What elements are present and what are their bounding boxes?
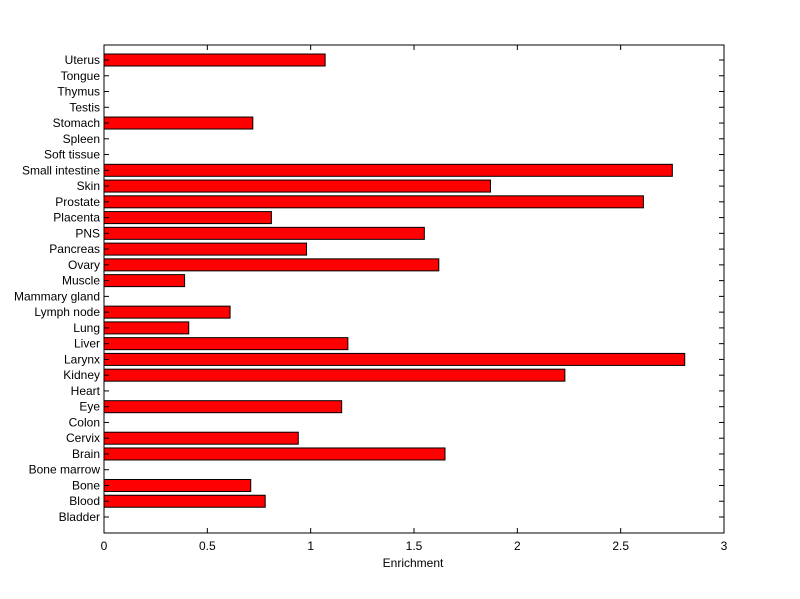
xtick-label: 0.5 (199, 539, 216, 553)
ytick-label-mammary-gland: Mammary gland (14, 289, 100, 303)
bar-lung (103, 321, 190, 335)
bar-liver (103, 337, 349, 351)
ytick-label-testis: Testis (69, 100, 100, 114)
bar-brain (103, 447, 446, 461)
ytick-label-spleen: Spleen (63, 132, 100, 146)
xtick-label: 1 (307, 539, 314, 553)
bar-prostate (103, 195, 644, 209)
ytick-label-pancreas: Pancreas (49, 242, 100, 256)
bar-pns (103, 226, 425, 240)
xtick-label: 0 (101, 539, 108, 553)
ytick-label-small-intestine: Small intestine (22, 163, 100, 177)
ytick-label-soft-tissue: Soft tissue (44, 148, 100, 162)
bar-eye (103, 400, 343, 414)
ytick-label-skin: Skin (77, 179, 100, 193)
ytick-label-heart: Heart (71, 384, 101, 398)
ytick-label-colon: Colon (69, 415, 100, 429)
bar-larynx (103, 352, 686, 366)
ytick-label-thymus: Thymus (57, 85, 100, 99)
ytick-label-tongue: Tongue (61, 69, 101, 83)
xtick-label: 1.5 (406, 539, 423, 553)
ytick-label-larynx: Larynx (64, 352, 100, 366)
xtick-label: 2 (514, 539, 521, 553)
ytick-label-bladder: Bladder (59, 510, 100, 524)
ytick-label-bone: Bone (72, 478, 100, 492)
ytick-label-prostate: Prostate (55, 195, 100, 209)
bar-bone (103, 478, 252, 492)
ytick-label-placenta: Placenta (53, 211, 100, 225)
ytick-label-uterus: Uterus (65, 53, 100, 67)
bar-muscle (103, 274, 186, 288)
bar-stomach (103, 116, 254, 130)
bar-cervix (103, 431, 299, 445)
ytick-label-pns: PNS (75, 226, 100, 240)
bars-group (103, 53, 686, 508)
bar-skin (103, 179, 491, 193)
ytick-label-stomach: Stomach (53, 116, 100, 130)
ytick-label-blood: Blood (69, 494, 100, 508)
bar-pancreas (103, 242, 308, 256)
ytick-label-ovary: Ovary (68, 258, 100, 272)
x-axis-label: Enrichment (383, 556, 444, 570)
bar-kidney (103, 368, 566, 382)
bar-lymph-node (103, 305, 231, 319)
ytick-label-bone-marrow: Bone marrow (29, 463, 101, 477)
bar-placenta (103, 211, 272, 225)
x-axis-ticks: 0 0.5 1 1.5 2 2.5 3 (101, 45, 728, 553)
ytick-label-brain: Brain (72, 447, 100, 461)
ytick-label-kidney: Kidney (63, 368, 100, 382)
ytick-label-liver: Liver (74, 337, 100, 351)
bar-small-intestine (103, 163, 673, 177)
xtick-label: 3 (721, 539, 728, 553)
bar-uterus (103, 53, 326, 67)
ytick-label-eye: Eye (79, 400, 100, 414)
ytick-label-lymph-node: Lymph node (34, 305, 100, 319)
bar-blood (103, 494, 266, 508)
ytick-label-lung: Lung (73, 321, 100, 335)
xtick-label: 2.5 (612, 539, 629, 553)
ytick-label-muscle: Muscle (62, 274, 100, 288)
bar-ovary (103, 258, 440, 272)
ytick-label-cervix: Cervix (66, 431, 100, 445)
